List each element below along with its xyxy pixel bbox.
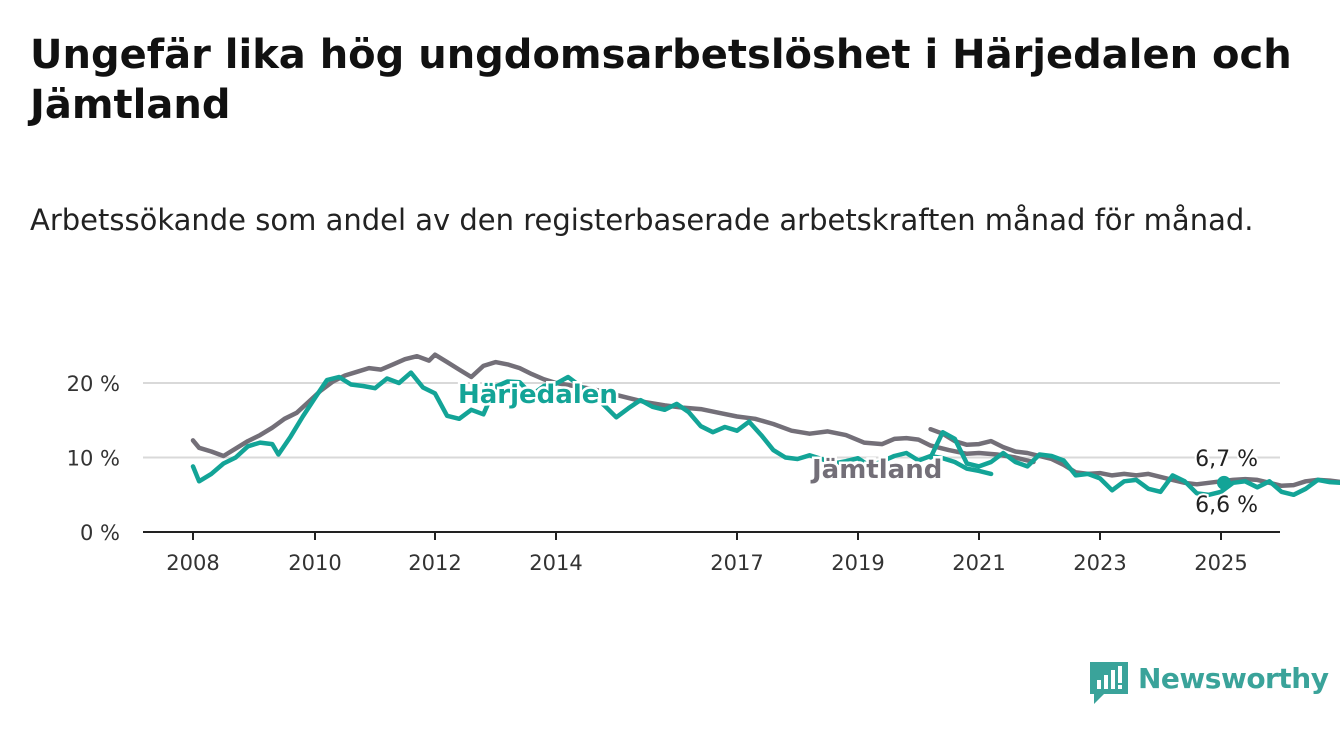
- series-label-harjedalen: Härjedalen: [458, 380, 618, 410]
- x-tick-label-2010: 2010: [288, 551, 341, 575]
- series-line-hrjedalen-0: [190, 370, 994, 484]
- x-tick-label-2014: 2014: [529, 551, 582, 575]
- y-tick-label-10: 10 %: [67, 447, 120, 471]
- grid-lines: [143, 382, 1280, 459]
- end-label-jamtland: 6,7 %: [1195, 447, 1258, 472]
- series-line-hrjedalen-1: [928, 429, 1340, 498]
- x-tick-label-2019: 2019: [831, 551, 884, 575]
- series-line-jmtland-0: [190, 352, 1036, 465]
- x-tick-label-2012: 2012: [408, 551, 461, 575]
- newsworthy-logo: Newsworthy: [1088, 660, 1329, 706]
- x-tick-label-2021: 2021: [952, 551, 1005, 575]
- newsworthy-logo-icon: [1090, 662, 1128, 704]
- end-label-harjedalen: 6,6 %: [1195, 493, 1258, 518]
- series-label-jamtland: Jämtland: [810, 455, 942, 485]
- end-point-harjedalen: [1217, 475, 1232, 490]
- chart-subtitle: Arbetssökande som andel av den registerb…: [30, 203, 1254, 237]
- chart-title: Ungefär lika hög ungdomsarbetslöshet i H…: [30, 32, 1292, 128]
- y-tick-label-0: 0 %: [80, 521, 120, 545]
- x-tick-label-2008: 2008: [166, 551, 219, 575]
- y-tick-label-20: 20 %: [67, 372, 120, 396]
- x-tick-label-2023: 2023: [1073, 551, 1126, 575]
- series-lines: [190, 352, 1340, 498]
- newsworthy-logo-text: Newsworthy: [1138, 662, 1329, 695]
- x-tick-label-2025: 2025: [1194, 551, 1247, 575]
- series-labels: Härjedalen Jämtland 6,7 % 6,6 %: [456, 378, 1261, 521]
- x-tick-label-2017: 2017: [710, 551, 763, 575]
- axes: 0 % 10 % 20 % 2008 2010 2012 2014 2017 2019 2021 2…: [67, 372, 1280, 575]
